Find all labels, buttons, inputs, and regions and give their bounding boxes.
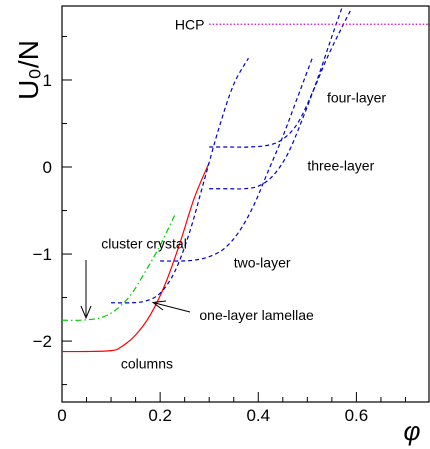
y-tick-label: 0: [43, 158, 52, 177]
x-axis-title: φ: [404, 416, 421, 446]
annotation-one-layer-lamellae: one-layer lamellae: [199, 307, 314, 323]
plot-border: [61, 5, 430, 403]
x-tick-label: 0.4: [246, 406, 270, 425]
y-tick-label: −1: [33, 245, 52, 264]
annotation-cluster-crystal: cluster crystal: [101, 236, 187, 252]
annotation-two-layer: two-layer: [234, 255, 291, 271]
series-line-two-layer: [160, 58, 313, 262]
x-tick-label: 0: [57, 406, 66, 425]
y-tick-label: 1: [43, 71, 52, 90]
series-layer: [61, 8, 430, 353]
annotation-columns: columns: [121, 356, 173, 372]
series-line-three-layer: [209, 8, 343, 190]
series-line-columns: [61, 162, 210, 353]
y-axis-title: U₀/N: [13, 40, 44, 100]
one-layer-lamellae-arrowhead: [151, 300, 167, 311]
y-tick-label: −2: [33, 332, 52, 351]
series-line-cluster-crystal: [61, 214, 176, 321]
annotation-four-layer: four-layer: [327, 89, 386, 105]
one-layer-lamellae-arrow: [154, 302, 191, 313]
plot-frame: [61, 5, 430, 403]
cluster-crystal-arrowhead: [80, 305, 92, 320]
ticks-layer: 0 0.2 0.4 0.6 −2 −1 0 1: [33, 35, 406, 425]
x-tick-label: 0.6: [345, 406, 369, 425]
annotation-three-layer: three-layer: [307, 157, 374, 173]
x-tick-label: 0.2: [148, 406, 172, 425]
series-line-one-layer-lamellae: [111, 57, 249, 304]
annotation-arrows: [80, 260, 191, 320]
annotation-hcp: HCP: [175, 16, 205, 32]
series-line-four-layer: [209, 8, 353, 148]
labels-layer: HCP four-layer three-layer two-layer one-lay…: [101, 16, 386, 371]
